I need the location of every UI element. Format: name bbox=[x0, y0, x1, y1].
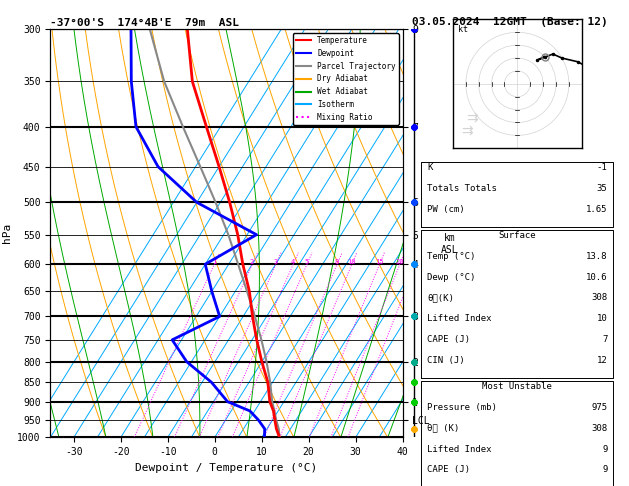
Y-axis label: km
ASL: km ASL bbox=[440, 233, 458, 255]
Text: -1: -1 bbox=[597, 163, 608, 172]
Text: Lifted Index: Lifted Index bbox=[427, 314, 492, 323]
Text: K: K bbox=[427, 163, 433, 172]
Text: Totals Totals: Totals Totals bbox=[427, 184, 497, 193]
Legend: Temperature, Dewpoint, Parcel Trajectory, Dry Adiabat, Wet Adiabat, Isotherm, Mi: Temperature, Dewpoint, Parcel Trajectory… bbox=[292, 33, 399, 125]
Text: Dewp (°C): Dewp (°C) bbox=[427, 273, 476, 281]
Text: 10: 10 bbox=[597, 314, 608, 323]
Text: CAPE (J): CAPE (J) bbox=[427, 335, 470, 344]
Text: Pressure (mb): Pressure (mb) bbox=[427, 403, 497, 412]
Text: 5: 5 bbox=[304, 259, 309, 265]
Text: 15: 15 bbox=[375, 259, 384, 265]
Text: ⇉: ⇉ bbox=[466, 111, 477, 125]
Text: Temp (°C): Temp (°C) bbox=[427, 252, 476, 261]
Text: 8: 8 bbox=[335, 259, 339, 265]
Text: 1: 1 bbox=[212, 259, 216, 265]
Text: CAPE (J): CAPE (J) bbox=[427, 466, 470, 474]
Text: 10: 10 bbox=[347, 259, 356, 265]
Text: PW (cm): PW (cm) bbox=[427, 205, 465, 214]
Text: 3: 3 bbox=[274, 259, 278, 265]
Text: 975: 975 bbox=[591, 403, 608, 412]
Text: θᴇ (K): θᴇ (K) bbox=[427, 424, 459, 433]
Text: CIN (J): CIN (J) bbox=[427, 356, 465, 365]
Text: ⇉: ⇉ bbox=[460, 124, 472, 139]
Text: 308: 308 bbox=[591, 294, 608, 302]
Text: Most Unstable: Most Unstable bbox=[482, 382, 552, 391]
Text: 10.6: 10.6 bbox=[586, 273, 608, 281]
Text: 2: 2 bbox=[250, 259, 254, 265]
Text: θᴇ(K): θᴇ(K) bbox=[427, 294, 454, 302]
Text: 13.8: 13.8 bbox=[586, 252, 608, 261]
Text: 9: 9 bbox=[602, 445, 608, 453]
Text: 4: 4 bbox=[291, 259, 295, 265]
Text: 1.65: 1.65 bbox=[586, 205, 608, 214]
Text: 7: 7 bbox=[602, 335, 608, 344]
Text: 12: 12 bbox=[597, 356, 608, 365]
Text: Surface: Surface bbox=[499, 231, 536, 240]
Text: kt: kt bbox=[458, 25, 468, 35]
Text: 35: 35 bbox=[597, 184, 608, 193]
Text: 20: 20 bbox=[396, 259, 404, 265]
Y-axis label: hPa: hPa bbox=[1, 223, 11, 243]
X-axis label: Dewpoint / Temperature (°C): Dewpoint / Temperature (°C) bbox=[135, 463, 318, 473]
Text: 03.05.2024  12GMT  (Base: 12): 03.05.2024 12GMT (Base: 12) bbox=[412, 17, 608, 27]
Text: Lifted Index: Lifted Index bbox=[427, 445, 492, 453]
Text: 9: 9 bbox=[602, 466, 608, 474]
Text: 308: 308 bbox=[591, 424, 608, 433]
Text: -37°00'S  174°4B'E  79m  ASL: -37°00'S 174°4B'E 79m ASL bbox=[50, 18, 239, 28]
